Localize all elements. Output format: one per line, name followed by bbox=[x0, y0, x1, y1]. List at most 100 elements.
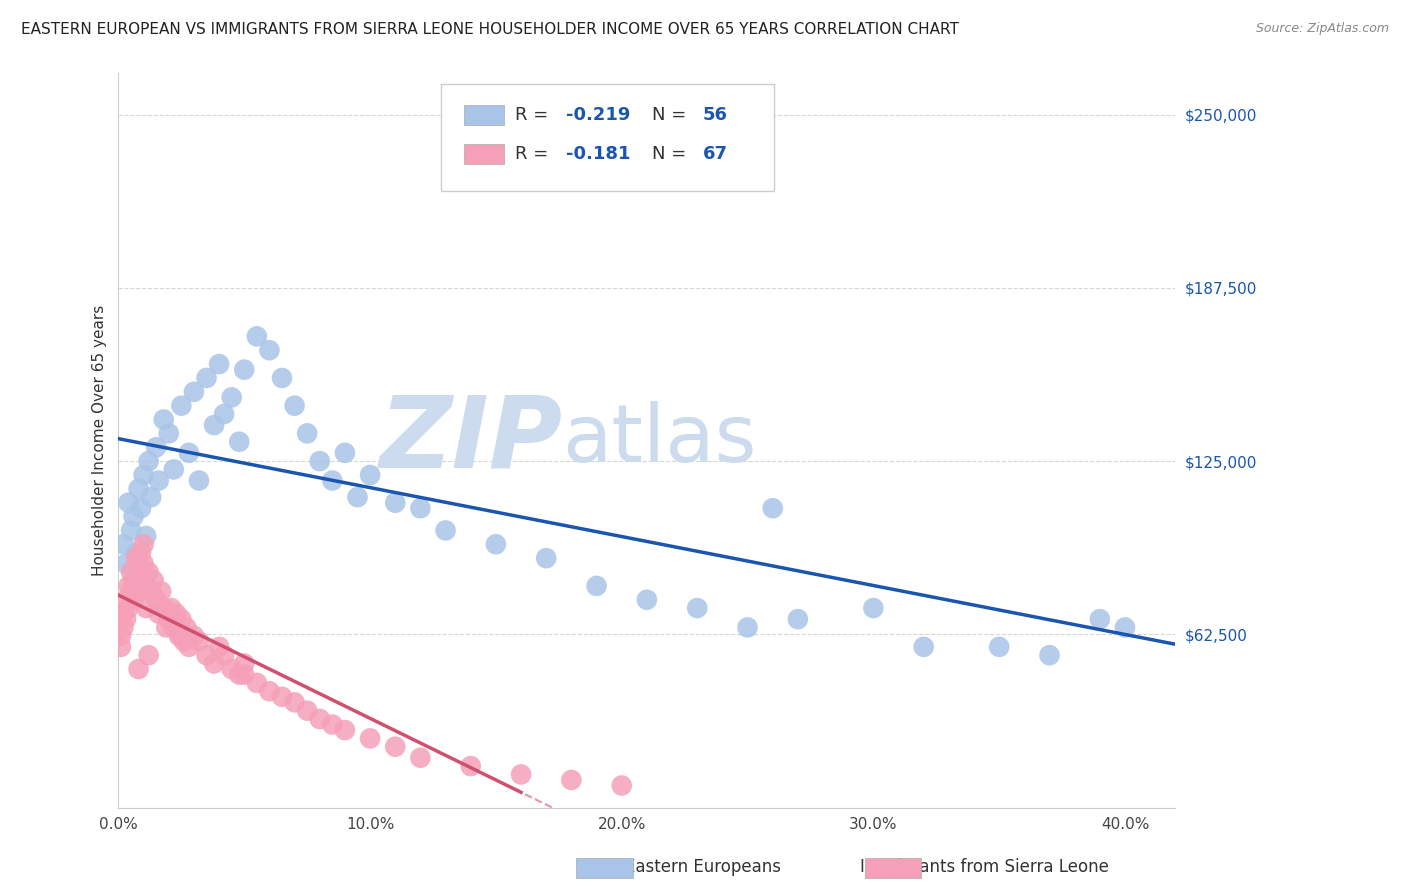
Point bbox=[141, 584, 163, 599]
Point bbox=[148, 474, 170, 488]
Point bbox=[177, 640, 200, 654]
Bar bbox=[464, 104, 505, 125]
Point bbox=[128, 584, 150, 599]
Point bbox=[138, 565, 160, 579]
Point bbox=[221, 662, 243, 676]
Point bbox=[862, 601, 884, 615]
Point bbox=[295, 426, 318, 441]
Point bbox=[120, 584, 142, 599]
Point bbox=[333, 446, 356, 460]
Point bbox=[173, 634, 195, 648]
Point bbox=[145, 440, 167, 454]
Point bbox=[295, 704, 318, 718]
Point bbox=[163, 462, 186, 476]
Point bbox=[135, 601, 157, 615]
Point bbox=[434, 524, 457, 538]
Bar bbox=[464, 144, 505, 164]
Text: R =: R = bbox=[515, 145, 554, 163]
Point bbox=[246, 676, 269, 690]
Point bbox=[183, 629, 205, 643]
Point bbox=[560, 772, 582, 787]
Point bbox=[135, 579, 157, 593]
Point bbox=[129, 565, 152, 579]
Point bbox=[208, 640, 231, 654]
Point bbox=[212, 407, 235, 421]
Point bbox=[117, 496, 139, 510]
Text: -0.219: -0.219 bbox=[565, 106, 630, 124]
Point bbox=[129, 501, 152, 516]
Point bbox=[762, 501, 785, 516]
Point bbox=[112, 537, 135, 551]
Text: Source: ZipAtlas.com: Source: ZipAtlas.com bbox=[1256, 22, 1389, 36]
Point bbox=[170, 612, 193, 626]
Point bbox=[170, 629, 193, 643]
Point bbox=[125, 546, 148, 560]
FancyBboxPatch shape bbox=[441, 84, 773, 191]
Point bbox=[610, 779, 633, 793]
Point bbox=[117, 579, 139, 593]
Point bbox=[346, 490, 368, 504]
Point bbox=[284, 399, 307, 413]
Point bbox=[284, 695, 307, 709]
Point bbox=[128, 482, 150, 496]
Text: R =: R = bbox=[515, 106, 554, 124]
Point bbox=[138, 648, 160, 663]
Point bbox=[148, 607, 170, 621]
Point bbox=[120, 565, 142, 579]
Point bbox=[177, 446, 200, 460]
Point bbox=[321, 717, 343, 731]
Point bbox=[259, 684, 281, 698]
Point bbox=[1088, 612, 1111, 626]
Point bbox=[308, 454, 330, 468]
Text: 67: 67 bbox=[703, 145, 728, 163]
Point bbox=[128, 662, 150, 676]
Point bbox=[560, 169, 582, 183]
Text: atlas: atlas bbox=[562, 401, 756, 479]
Text: ZIP: ZIP bbox=[380, 392, 562, 489]
Point bbox=[128, 557, 150, 571]
Point bbox=[988, 640, 1011, 654]
Point bbox=[233, 362, 256, 376]
Point bbox=[165, 607, 187, 621]
Point bbox=[112, 620, 135, 634]
Point bbox=[246, 329, 269, 343]
Point bbox=[384, 739, 406, 754]
Point bbox=[188, 474, 211, 488]
Point bbox=[321, 474, 343, 488]
Point bbox=[233, 657, 256, 671]
Point bbox=[115, 557, 138, 571]
Point bbox=[183, 384, 205, 399]
Text: N =: N = bbox=[652, 145, 692, 163]
Point bbox=[129, 546, 152, 560]
Point bbox=[409, 751, 432, 765]
Point bbox=[202, 418, 225, 433]
Text: Immigrants from Sierra Leone: Immigrants from Sierra Leone bbox=[859, 858, 1109, 876]
Point bbox=[188, 634, 211, 648]
Point bbox=[912, 640, 935, 654]
Point bbox=[636, 592, 658, 607]
Point bbox=[384, 496, 406, 510]
Point bbox=[233, 667, 256, 681]
Point bbox=[585, 579, 607, 593]
Point bbox=[409, 501, 432, 516]
Point bbox=[157, 612, 180, 626]
Point bbox=[125, 579, 148, 593]
Point bbox=[120, 524, 142, 538]
Point bbox=[125, 551, 148, 566]
Text: -0.181: -0.181 bbox=[565, 145, 630, 163]
Point bbox=[208, 357, 231, 371]
Point bbox=[132, 537, 155, 551]
Point bbox=[534, 551, 557, 566]
Point bbox=[202, 657, 225, 671]
Point bbox=[259, 343, 281, 358]
Point bbox=[135, 529, 157, 543]
Point bbox=[195, 648, 218, 663]
Point bbox=[160, 601, 183, 615]
Text: Eastern Europeans: Eastern Europeans bbox=[626, 858, 780, 876]
Point bbox=[212, 648, 235, 663]
Point bbox=[122, 574, 145, 588]
Point bbox=[132, 557, 155, 571]
Point bbox=[460, 759, 482, 773]
Point bbox=[170, 399, 193, 413]
Point bbox=[176, 620, 198, 634]
